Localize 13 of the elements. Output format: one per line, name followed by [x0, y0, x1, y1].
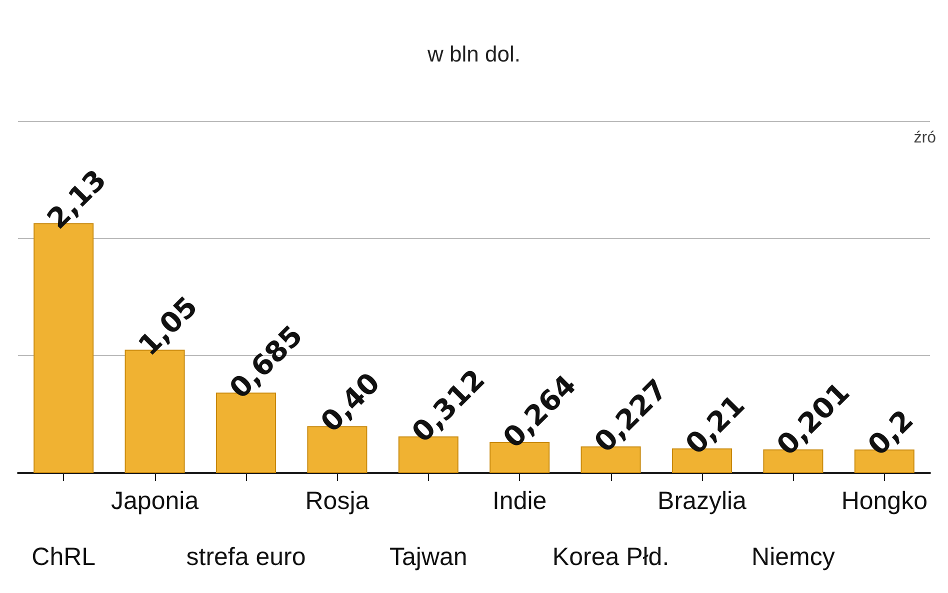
- data-label: 0,2: [861, 403, 920, 462]
- x-tick-label: Korea Płd.: [552, 543, 670, 571]
- chart-title: w bln dol.: [426, 42, 520, 66]
- x-tick-label: ChRL: [32, 543, 96, 571]
- x-tick-label: Brazylia: [658, 487, 747, 515]
- x-tick-label: Niemcy: [752, 543, 836, 571]
- annotation: źró: [914, 130, 936, 146]
- x-tick-label: Indie: [492, 487, 547, 515]
- x-tick-label: Hongko: [841, 487, 928, 515]
- x-tick-label: strefa euro: [186, 543, 306, 571]
- x-tick-label: Japonia: [111, 487, 199, 515]
- x-tick-label: Tajwan: [389, 543, 468, 571]
- x-tick-label: Rosja: [305, 487, 370, 515]
